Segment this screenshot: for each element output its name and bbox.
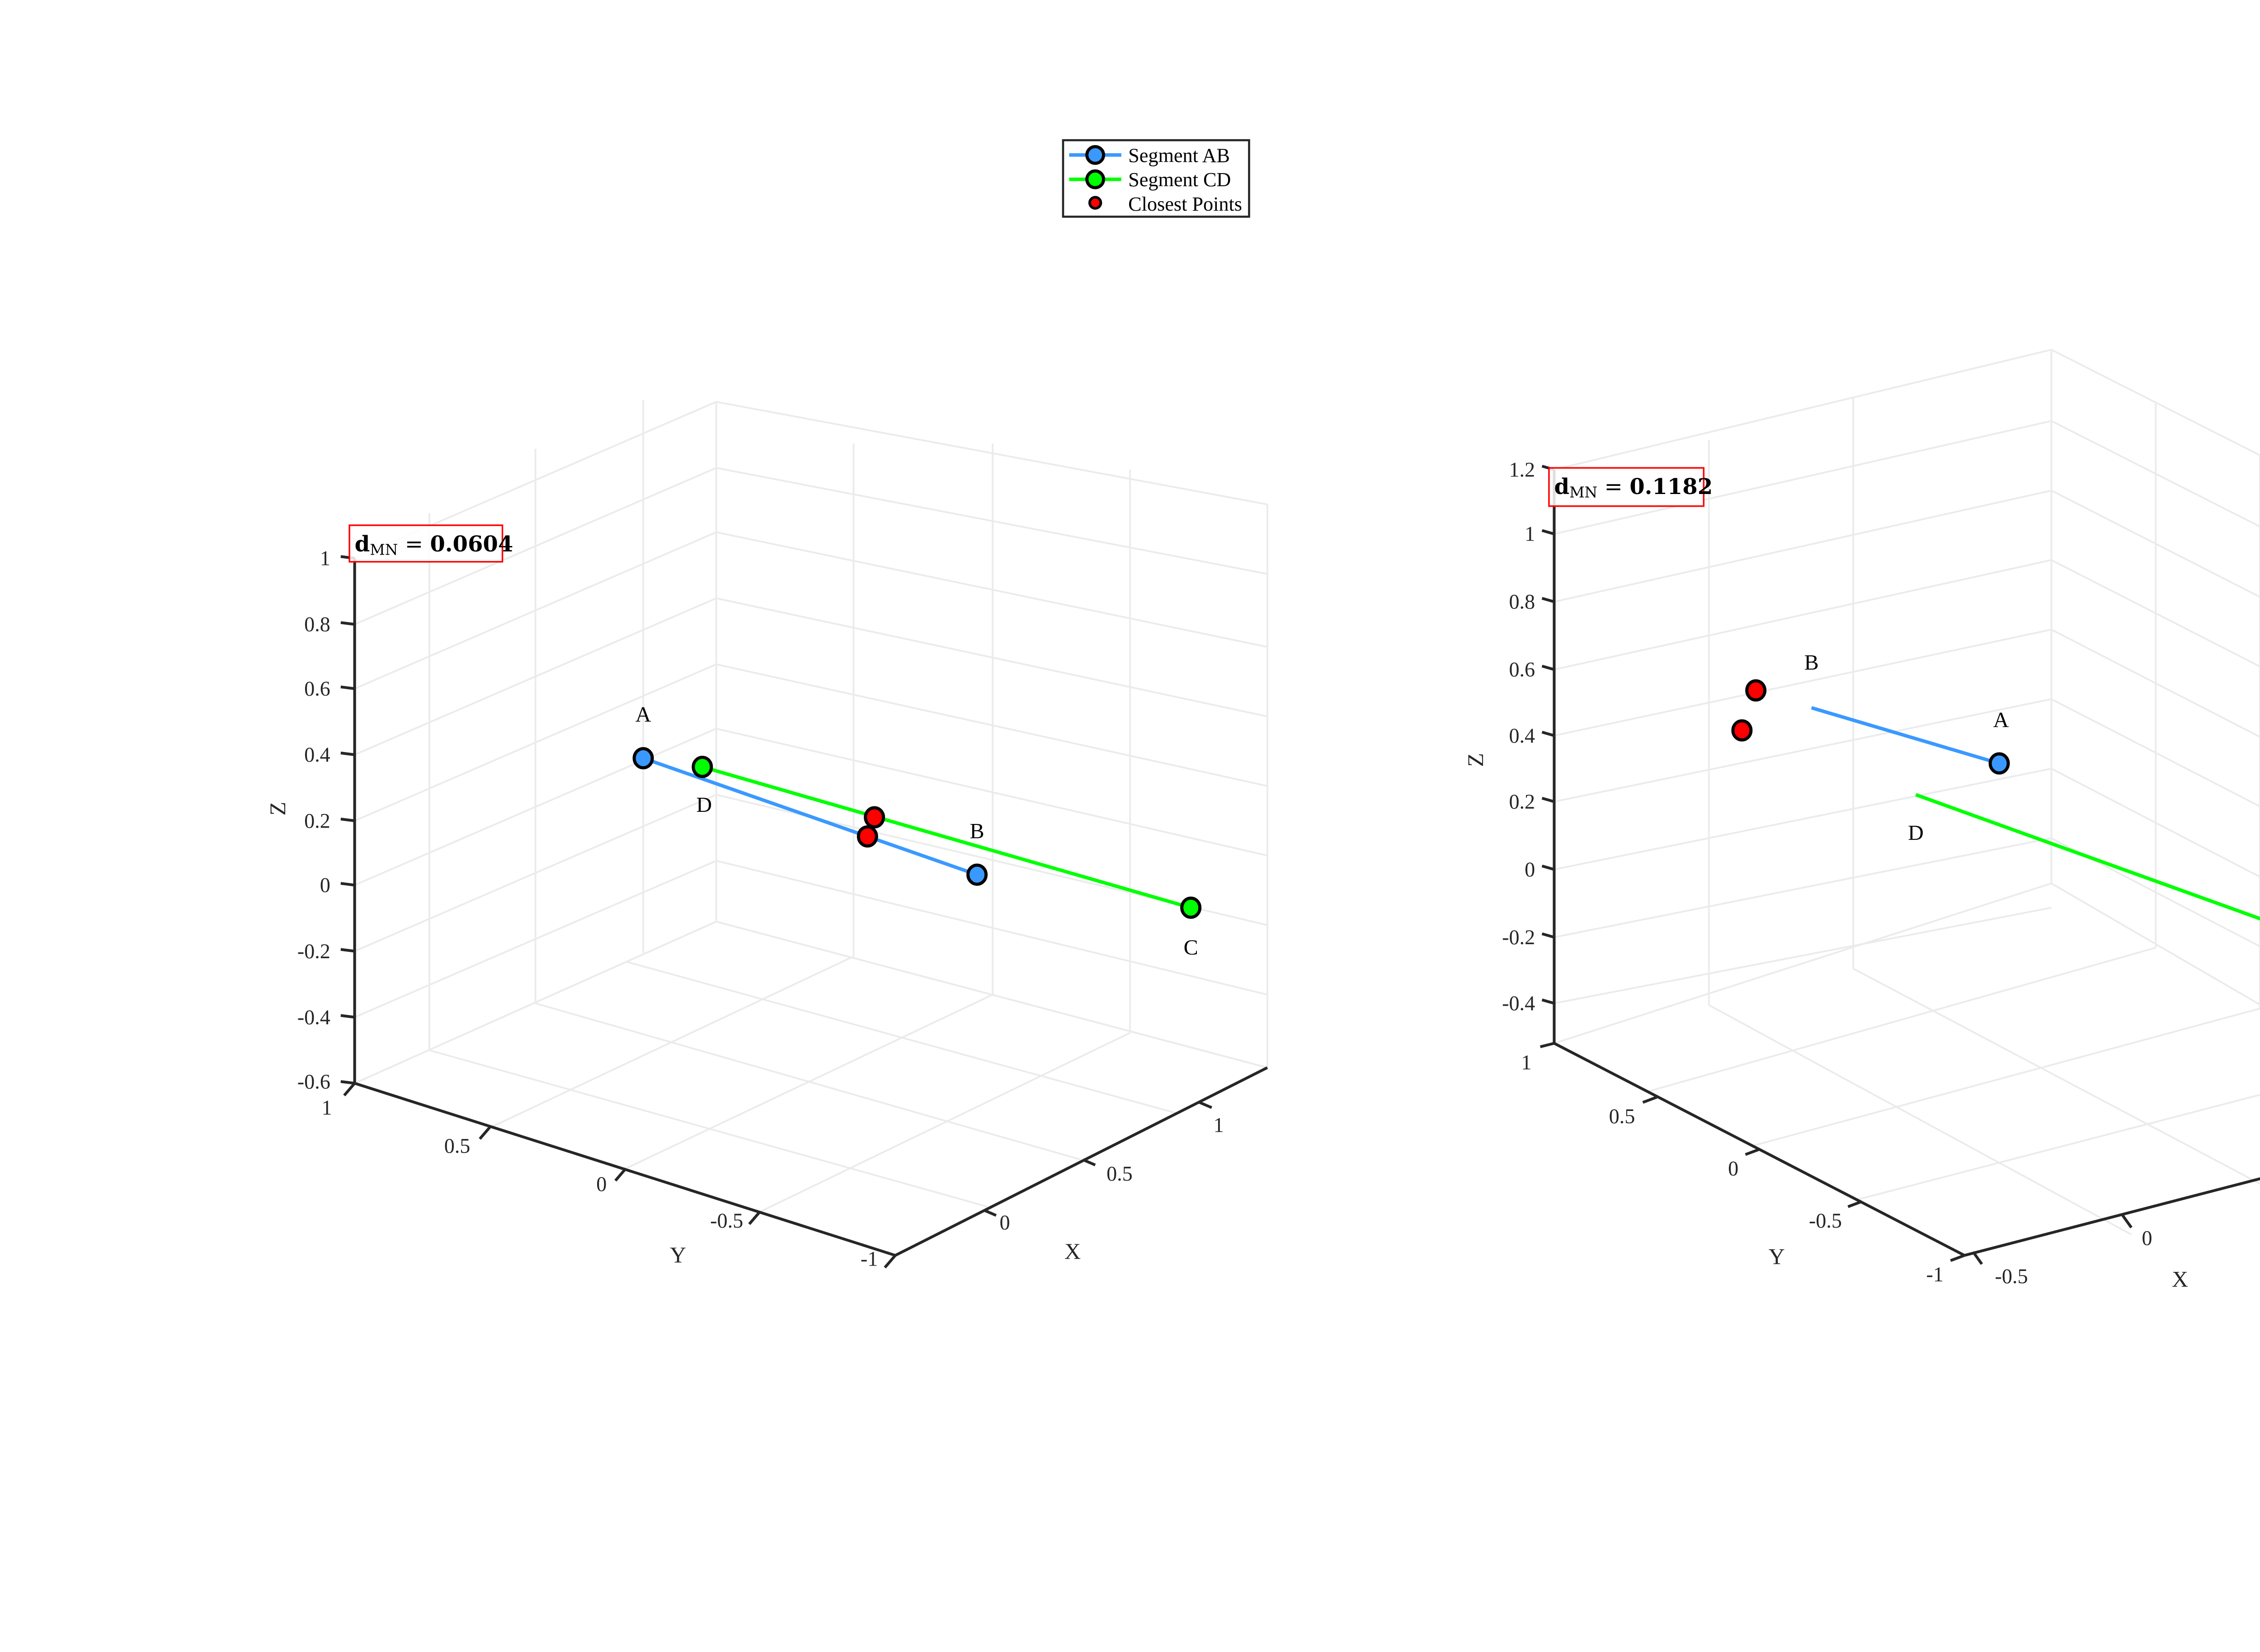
svg-text:0: 0: [320, 874, 330, 897]
svg-text:-0.5: -0.5: [1995, 1265, 2028, 1288]
svg-text:1.2: 1.2: [1509, 458, 1535, 481]
svg-text:0.8: 0.8: [1509, 590, 1535, 613]
right-y-tick-labels: 1 0.5 0 -0.5 -1: [1521, 1051, 1944, 1286]
right-grid: [1554, 348, 2260, 1236]
closest-point-n-marker: [1731, 719, 1753, 742]
point-b-marker: [966, 863, 988, 886]
point-d-marker: [692, 756, 713, 778]
label-c: C: [1184, 936, 1198, 960]
svg-text:-1: -1: [1926, 1263, 1944, 1286]
closest-point-m-marker: [1745, 679, 1767, 702]
svg-text:0.2: 0.2: [304, 809, 330, 832]
svg-text:1: 1: [320, 547, 330, 570]
left-legend: Segment AB Segment CD Closest Points: [1062, 139, 1250, 218]
svg-text:1: 1: [1214, 1113, 1224, 1136]
label-d: D: [696, 793, 712, 817]
left-x-tick-labels: 0 0.5 1: [1000, 1113, 1224, 1233]
right-point-labels: B A D C: [1804, 650, 2009, 845]
right-z-tick-labels: 1.2 1 0.8 0.6 0.4 0.2 0 -0.2 -0.4: [1502, 458, 1535, 1015]
legend-item-segment-ab: Segment AB: [1069, 144, 1230, 166]
left-x-axis-label: X: [1064, 1238, 1081, 1264]
svg-text:-0.2: -0.2: [297, 940, 330, 963]
right-x-tick-labels: -0.5 0 0.5 1: [1995, 1226, 2152, 1288]
svg-text:0.4: 0.4: [304, 743, 330, 766]
closest-point-m-marker: [857, 825, 878, 848]
left-plot-3d-axes: 1 0.8 0.6 0.4 0.2 0 -0.2 -0.4 -0.6 1 0.5…: [265, 139, 1268, 1271]
right-z-axis-label: Z: [1463, 753, 1488, 767]
svg-text:0: 0: [1525, 858, 1535, 881]
svg-text:-0.5: -0.5: [1809, 1209, 1842, 1232]
left-distance-annotation: dMN = 0.0604: [348, 524, 513, 563]
label-b: B: [970, 819, 984, 843]
svg-text:Segment CD: Segment CD: [1128, 169, 1231, 191]
label-a: A: [636, 703, 651, 727]
label-b: B: [1804, 650, 1819, 674]
label-d: D: [1908, 821, 1924, 845]
left-series: [632, 747, 1202, 919]
closest-point-n-marker: [864, 806, 885, 828]
left-y-axis-label: Y: [670, 1242, 686, 1267]
right-distance-annotation: dMN = 0.1182: [1548, 467, 1713, 507]
svg-text:0: 0: [1728, 1157, 1738, 1180]
svg-text:1: 1: [1521, 1051, 1531, 1074]
svg-text:-0.4: -0.4: [1502, 992, 1535, 1015]
svg-text:0.4: 0.4: [1509, 724, 1535, 747]
right-x-axis: [1964, 1177, 2260, 1257]
svg-text:0.6: 0.6: [1509, 658, 1535, 681]
svg-text:-0.4: -0.4: [297, 1006, 330, 1029]
svg-text:0: 0: [1000, 1211, 1010, 1234]
legend-item-segment-cd: Segment CD: [1069, 169, 1231, 191]
left-z-tick-labels: 1 0.8 0.6 0.4 0.2 0 -0.2 -0.4 -0.6: [297, 547, 330, 1093]
ray-ab-line: [1811, 706, 2000, 765]
legend-item-closest-points: Closest Points: [1088, 193, 1242, 215]
closest-points-legend-icon: [1088, 196, 1102, 210]
svg-text:0.5: 0.5: [444, 1134, 471, 1158]
svg-text:1: 1: [1525, 522, 1535, 546]
ray-cd-line: [1915, 793, 2260, 921]
right-y-axis-label: Y: [1769, 1244, 1785, 1269]
svg-text:-1: -1: [861, 1247, 878, 1271]
point-a-marker: [632, 747, 654, 770]
svg-text:dMN=0.0604: dMN = 0.0604: [355, 532, 513, 559]
svg-text:0.6: 0.6: [304, 677, 330, 700]
label-a: A: [1993, 708, 2009, 732]
point-c-marker: [1180, 896, 1202, 919]
left-axes-lines: [340, 555, 1268, 1269]
svg-text:1: 1: [322, 1096, 332, 1119]
segment-ab-legend-icon: [1085, 145, 1106, 165]
segment-ab-line: [642, 756, 978, 876]
right-plot-3d-axes: 1.2 1 0.8 0.6 0.4 0.2 0 -0.2 -0.4 1 0.5 …: [1463, 348, 2260, 1292]
svg-text:dMN=0.1182: dMN = 0.1182: [1554, 474, 1713, 501]
svg-text:-0.2: -0.2: [1502, 926, 1535, 949]
svg-text:Segment AB: Segment AB: [1128, 144, 1230, 166]
segment-cd-legend-icon: [1085, 169, 1106, 189]
left-z-axis-label: Z: [265, 802, 290, 816]
left-x-axis: [895, 1066, 1268, 1257]
segment-cd-line: [702, 765, 1191, 909]
svg-text:-0.5: -0.5: [710, 1209, 743, 1232]
svg-text:0.5: 0.5: [1609, 1105, 1635, 1128]
svg-text:0.5: 0.5: [1106, 1162, 1133, 1185]
svg-text:0.2: 0.2: [1509, 790, 1535, 813]
svg-text:-0.6: -0.6: [297, 1070, 330, 1093]
svg-text:0.8: 0.8: [304, 613, 330, 636]
point-a-marker: [1988, 752, 2010, 775]
svg-text:0: 0: [2142, 1226, 2152, 1249]
right-axes-lines: [1540, 465, 2260, 1265]
right-series: [1731, 679, 2260, 921]
left-y-tick-labels: 1 0.5 0 -0.5 -1: [322, 1096, 878, 1271]
svg-text:0: 0: [596, 1172, 607, 1195]
left-point-labels: A D B C: [636, 703, 1198, 960]
right-x-axis-label: X: [2172, 1266, 2188, 1292]
svg-text:Closest Points: Closest Points: [1128, 193, 1242, 215]
